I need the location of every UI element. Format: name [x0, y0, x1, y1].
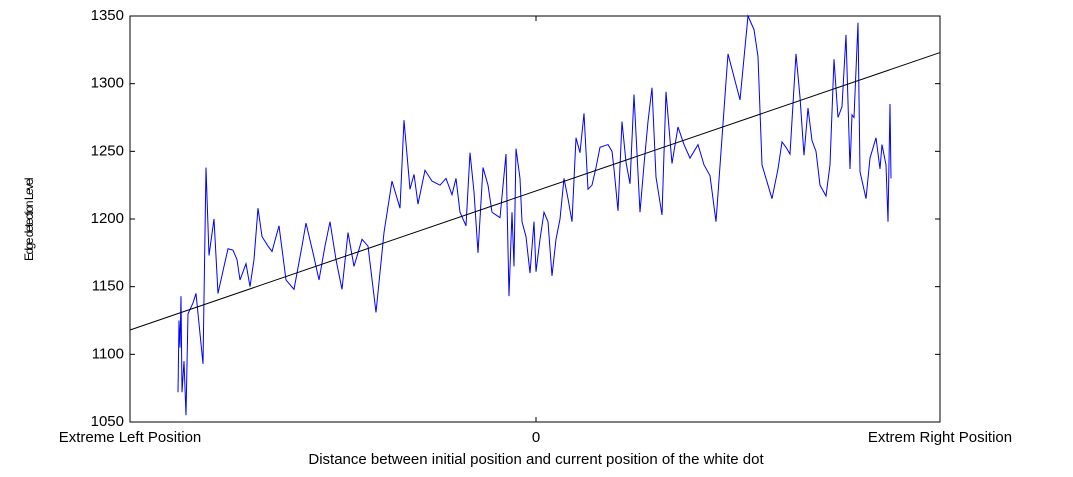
- series-line: [177, 14, 892, 416]
- y-tick-label: 1300: [91, 75, 124, 92]
- x-tick-label: Extreme Left Position: [59, 429, 202, 446]
- y-tick-label: 1200: [91, 210, 124, 227]
- x-axis-label: Distance between initial position and cu…: [308, 451, 764, 468]
- x-tick-label: Extrem Right Position: [868, 429, 1012, 446]
- series-line: [129, 52, 941, 331]
- y-tick-label: 1050: [91, 413, 124, 430]
- x-tick-label: 0: [532, 429, 540, 446]
- y-tick-label: 1350: [91, 7, 124, 24]
- y-tick-label: 1150: [92, 278, 124, 295]
- y-axis-label: Edge detection Level: [22, 178, 36, 261]
- y-tick-label: 1250: [91, 142, 124, 159]
- y-tick-label: 1100: [92, 345, 124, 362]
- plot-frame: [129, 15, 941, 423]
